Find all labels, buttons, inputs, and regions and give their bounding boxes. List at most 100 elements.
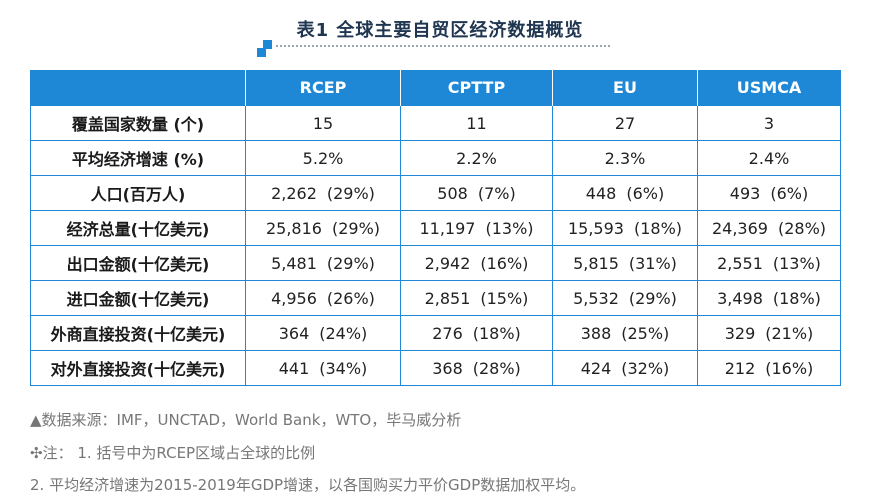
cell-value: 2.3%	[604, 148, 646, 168]
fta-data-table: RCEP CPTTP EU USMCA 覆盖国家数量 (个) 15 11 27 3 平均经…	[30, 70, 841, 386]
cell-value: 5,815	[573, 253, 619, 273]
cell-share: (29%)	[628, 288, 677, 308]
cell-value: 424	[580, 358, 612, 378]
cell-value: 329	[724, 323, 756, 343]
table-cell: 3	[697, 105, 841, 141]
cell-value: 11	[466, 113, 487, 133]
cell-value: 2,262	[271, 183, 317, 203]
table-cell: 2.4%	[697, 140, 841, 176]
cell-value: 3	[763, 113, 775, 133]
table-row: 对外直接投资(十亿美元) 441 (34%) 368 (28%) 424 (32%) 212 (…	[30, 350, 841, 386]
cell-value: 2.4%	[748, 148, 790, 168]
table-row: 平均经济增速 (%) 5.2% 2.2% 2.3% 2.4%	[30, 140, 841, 176]
row-label: 外商直接投资(十亿美元)	[30, 315, 246, 351]
column-header-rcep: RCEP	[245, 70, 401, 106]
cell-value: 2,551	[717, 253, 763, 273]
cell-value: 15	[312, 113, 334, 133]
row-label: 人口(百万人)	[30, 175, 246, 211]
cell-value: 2,851	[424, 288, 471, 308]
cell-share: (6%)	[626, 183, 665, 203]
cell-share: (16%)	[765, 358, 814, 378]
table-cell: 2,262 (29%)	[245, 175, 401, 211]
table-cell: 448 (6%)	[552, 175, 698, 211]
table-cell: 368 (28%)	[400, 350, 553, 386]
table-cell: 329 (21%)	[697, 315, 841, 351]
cell-value: 3,498	[717, 288, 763, 308]
table-cell: 2.3%	[552, 140, 698, 176]
cell-value: 493	[729, 183, 761, 203]
row-label: 平均经济增速 (%)	[30, 140, 246, 176]
table-row: 人口(百万人) 2,262 (29%) 508 (7%) 448 (6%) 493 (6%)	[30, 175, 841, 211]
cell-value: 5.2%	[302, 148, 344, 168]
cell-value: 5,481	[271, 253, 317, 273]
table-row: 外商直接投资(十亿美元) 364 (24%) 276 (18%) 388 (25%) 329 (…	[30, 315, 841, 351]
table-cell: 5,532 (29%)	[552, 280, 698, 316]
table-cell: 2,551 (13%)	[697, 245, 841, 281]
cell-value: 368	[432, 358, 463, 378]
table-cell: 11	[400, 105, 553, 141]
cell-share: (34%)	[319, 358, 368, 378]
title-underline	[276, 45, 610, 47]
cell-value: 27	[614, 113, 636, 133]
source-note: ▲数据来源：IMF，UNCTAD，World Bank，WTO，毕马威分析	[30, 411, 462, 429]
table-cell: 24,369 (28%)	[697, 210, 841, 246]
table-cell: 4,956 (26%)	[245, 280, 401, 316]
table-cell: 2,851 (15%)	[400, 280, 553, 316]
cell-value: 15,593	[567, 218, 624, 238]
cell-value: 441	[278, 358, 310, 378]
row-label: 对外直接投资(十亿美元)	[30, 350, 246, 386]
cell-value: 508	[437, 183, 468, 203]
table-cell: 15	[245, 105, 401, 141]
footnote-1: ✣注： 1. 括号中为RCEP区域占全球的比例	[30, 444, 316, 462]
table-cell: 441 (34%)	[245, 350, 401, 386]
column-header-eu: EU	[552, 70, 698, 106]
cell-share: (29%)	[326, 253, 375, 273]
cell-value: 448	[585, 183, 617, 203]
table-cell: 276 (18%)	[400, 315, 553, 351]
table-cell: 5.2%	[245, 140, 401, 176]
cell-share: (18%)	[633, 218, 683, 238]
title-block: 表1 全球主要自贸区经济数据概览	[0, 8, 880, 57]
row-label: 覆盖国家数量 (个)	[30, 105, 246, 141]
cell-value: 11,197	[419, 218, 476, 238]
cell-share: (32%)	[621, 358, 670, 378]
row-label: 进口金额(十亿美元)	[30, 280, 246, 316]
cell-value: 2,942	[424, 253, 471, 273]
table-cell: 27	[552, 105, 698, 141]
table-cell: 493 (6%)	[697, 175, 841, 211]
cell-share: (28%)	[472, 358, 521, 378]
cell-value: 276	[432, 323, 463, 343]
cell-share: (24%)	[319, 323, 368, 343]
cell-value: 5,532	[573, 288, 619, 308]
table-row: 进口金额(十亿美元) 4,956 (26%) 2,851 (15%) 5,532 (29%)…	[30, 280, 841, 316]
table-row: 覆盖国家数量 (个) 15 11 27 3	[30, 105, 841, 141]
table-cell: 508 (7%)	[400, 175, 553, 211]
cell-value: 388	[580, 323, 612, 343]
table-cell: 388 (25%)	[552, 315, 698, 351]
table-cell: 212 (16%)	[697, 350, 841, 386]
cell-share: (28%)	[777, 218, 827, 238]
footnote-2: 2. 平均经济增速为2015-2019年GDP增速，以各国购买力平价GDP数据加…	[30, 476, 586, 494]
table-cell: 11,197 (13%)	[400, 210, 553, 246]
cell-share: (29%)	[331, 218, 381, 238]
column-header-cpttp: CPTTP	[400, 70, 553, 106]
table-cell: 2,942 (16%)	[400, 245, 553, 281]
row-label: 经济总量(十亿美元)	[30, 210, 246, 246]
cell-share: (18%)	[772, 288, 821, 308]
table-cell: 5,815 (31%)	[552, 245, 698, 281]
cell-share: (26%)	[326, 288, 375, 308]
cell-share: (7%)	[477, 183, 516, 203]
cell-share: (31%)	[628, 253, 677, 273]
table-cell: 364 (24%)	[245, 315, 401, 351]
table-cell: 2.2%	[400, 140, 553, 176]
cell-share: (18%)	[472, 323, 521, 343]
table-header-row: RCEP CPTTP EU USMCA	[30, 70, 841, 106]
cell-share: (16%)	[480, 253, 529, 273]
cell-value: 24,369	[711, 218, 768, 238]
page-title: 表1 全球主要自贸区经济数据概览	[296, 20, 584, 41]
row-label: 出口金额(十亿美元)	[30, 245, 246, 281]
table-cell: 3,498 (18%)	[697, 280, 841, 316]
cell-value: 25,816	[265, 218, 322, 238]
cell-value: 4,956	[271, 288, 317, 308]
cell-share: (13%)	[772, 253, 821, 273]
